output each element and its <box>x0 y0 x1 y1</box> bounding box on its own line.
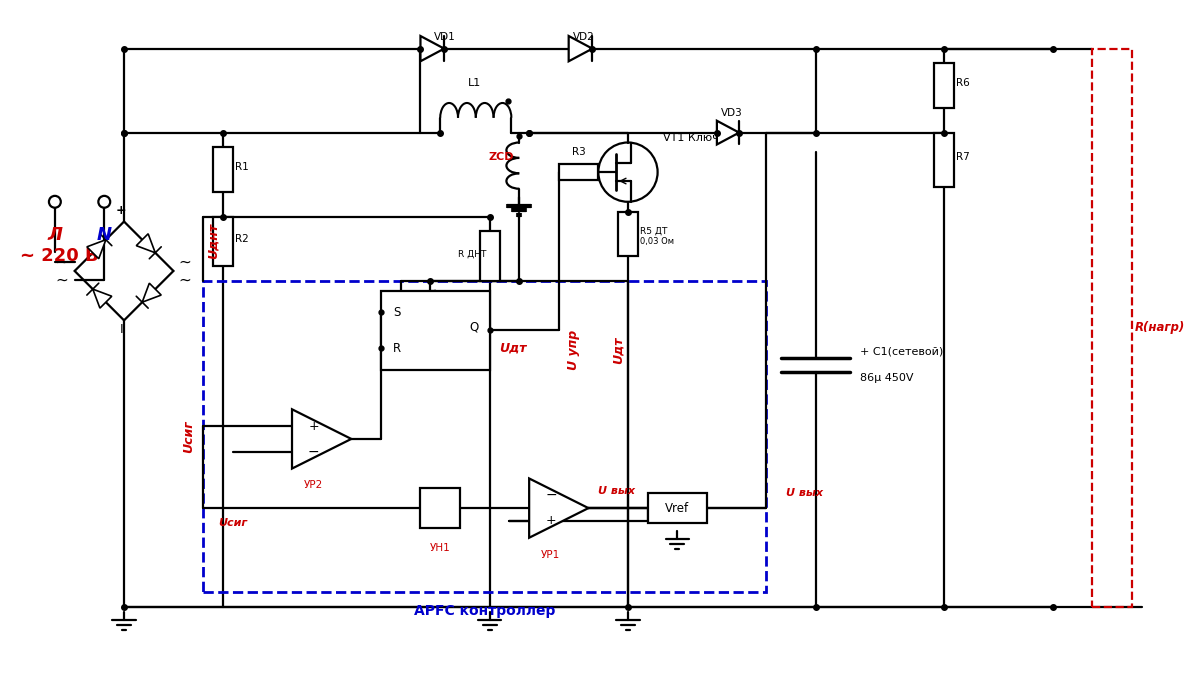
Text: Uсиг: Uсиг <box>181 420 194 453</box>
Text: Uднт: Uднт <box>206 223 220 260</box>
Bar <box>420 489 460 528</box>
Text: +: + <box>546 514 557 527</box>
Bar <box>212 216 233 266</box>
Text: U вых: U вых <box>599 486 635 496</box>
Text: R6: R6 <box>956 78 970 88</box>
Text: VD2: VD2 <box>572 32 594 42</box>
Bar <box>618 211 638 256</box>
Polygon shape <box>292 410 352 468</box>
Text: VD1: VD1 <box>434 32 456 42</box>
Text: 0,03 Ом: 0,03 Ом <box>640 237 674 246</box>
Bar <box>648 494 707 523</box>
Text: Uдт: Uдт <box>612 336 624 364</box>
Text: R2: R2 <box>235 234 248 244</box>
Text: VD3: VD3 <box>721 108 743 118</box>
Text: R1: R1 <box>235 162 248 172</box>
Text: УР2: УР2 <box>304 480 323 491</box>
Text: УН1: УН1 <box>430 542 450 553</box>
Text: УР1: УР1 <box>541 550 560 559</box>
Bar <box>559 164 599 180</box>
Text: R7: R7 <box>956 153 970 162</box>
Text: ~: ~ <box>55 272 67 287</box>
Text: −: − <box>545 489 557 503</box>
Text: N: N <box>97 227 112 244</box>
Bar <box>935 132 954 187</box>
Polygon shape <box>143 284 161 302</box>
Polygon shape <box>529 479 588 538</box>
Text: VT1 Ключ: VT1 Ключ <box>662 132 719 143</box>
Text: R3: R3 <box>571 147 586 158</box>
Polygon shape <box>716 121 739 144</box>
Bar <box>212 148 233 192</box>
Bar <box>203 281 767 592</box>
Polygon shape <box>137 234 155 253</box>
Polygon shape <box>86 239 106 259</box>
Text: L1: L1 <box>468 78 481 88</box>
Text: S: S <box>392 306 400 318</box>
Text: APFC контроллер: APFC контроллер <box>414 604 556 618</box>
Text: R: R <box>392 342 401 355</box>
Bar <box>1092 48 1132 607</box>
Text: R(нагр): R(нагр) <box>1135 321 1186 335</box>
Polygon shape <box>569 36 593 62</box>
Polygon shape <box>420 36 444 62</box>
Text: 86μ 450V: 86μ 450V <box>860 372 913 383</box>
Text: Uсиг: Uсиг <box>218 518 247 528</box>
Text: Uдт: Uдт <box>499 342 527 355</box>
Text: ZCD: ZCD <box>488 153 515 162</box>
Text: I: I <box>120 323 124 336</box>
Text: Vref: Vref <box>665 502 690 514</box>
Text: R ДНТ: R ДНТ <box>458 250 487 259</box>
Bar <box>480 232 499 281</box>
Text: +: + <box>115 204 126 216</box>
Text: Л: Л <box>47 227 62 244</box>
Text: ~: ~ <box>179 272 191 287</box>
Text: −: − <box>308 444 319 458</box>
Text: U упр: U упр <box>568 330 580 370</box>
Bar <box>935 64 954 108</box>
Polygon shape <box>92 289 112 308</box>
Bar <box>380 290 490 370</box>
Text: ~: ~ <box>55 255 67 270</box>
Text: ~: ~ <box>179 255 191 270</box>
Text: R5 ДТ: R5 ДТ <box>640 227 667 236</box>
Text: +: + <box>308 419 319 433</box>
Text: Q: Q <box>470 321 479 334</box>
Text: U вых: U вых <box>786 488 823 498</box>
Text: ~ 220 В: ~ 220 В <box>20 247 98 265</box>
Text: + C1(сетевой): + C1(сетевой) <box>860 347 943 357</box>
